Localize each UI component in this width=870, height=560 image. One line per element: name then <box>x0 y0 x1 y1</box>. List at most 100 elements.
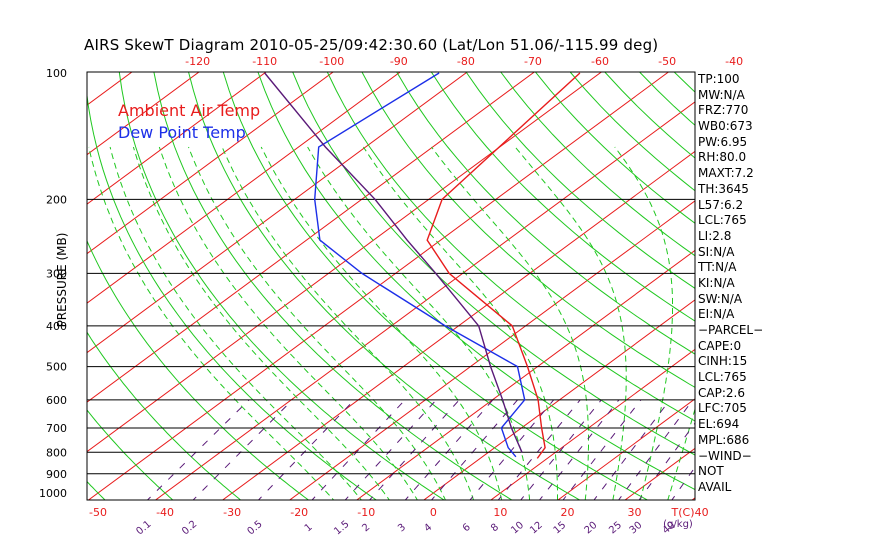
dry-adiabat-line <box>326 72 695 422</box>
dry-adiabat-line <box>292 72 695 456</box>
mixing-ratio-line <box>538 399 620 500</box>
mixing-ratio-tick-label: 20 <box>583 520 600 537</box>
top-temp-tick-labels: -120 -110 -100 -90 -80 -70 -60 -50 -40 <box>185 55 743 68</box>
mixing-ratio-tick-label: 25 <box>607 520 624 537</box>
dry-adiabat-line <box>430 72 695 322</box>
bottom-temp-tick-label: 30 <box>628 506 642 519</box>
moist-adiabat-line <box>221 146 475 500</box>
top-temp-tick-label: -50 <box>658 55 676 68</box>
data-series <box>264 72 581 459</box>
pressure-tick-label: 500 <box>46 361 67 374</box>
moist-adiabat-line <box>614 146 674 500</box>
mixing-ratio-tick-label: 2 <box>360 522 372 535</box>
sounding-index-item: SI:N/A <box>698 244 735 259</box>
chart-title: AIRS SkewT Diagram 2010-05-25/09:42:30.6… <box>84 36 659 54</box>
dry-adiabat-line <box>87 91 378 500</box>
isotherm-line <box>87 72 200 156</box>
mixing-ratio-line <box>562 399 642 500</box>
moist-adiabat-line <box>514 146 627 500</box>
top-temp-tick-label: -80 <box>457 55 475 68</box>
mixing-ratio-line <box>146 399 250 500</box>
bottom-temp-tick-label: 20 <box>560 506 574 519</box>
sounding-index-item: CAP:2.6 <box>698 385 745 400</box>
sounding-index-item: TH:3645 <box>698 181 749 196</box>
pressure-tick-label: 800 <box>46 446 67 459</box>
sounding-index-item: SW:N/A <box>698 291 743 306</box>
isotherm-line <box>288 200 695 500</box>
sounding-index-item: AVAIL <box>698 479 732 494</box>
mixing-ratio-line <box>368 399 460 500</box>
mixing-ratio-tick-labels: 0.1 0.2 0.5 1 1.5 2 3 4 6 8 10 12 15 20 25 30 40(g/kg) <box>134 519 693 538</box>
mixing-ratio-tick-label: 0.5 <box>245 519 264 538</box>
mixing-ratio-unit-label: (g/kg) <box>663 519 693 530</box>
mixing-ratio-line <box>404 399 494 500</box>
moist-adiabat-line <box>132 146 390 500</box>
dry-adiabat-line <box>222 72 649 500</box>
dewpoint-profile-line <box>313 72 526 458</box>
mixing-ratio-line <box>671 466 695 500</box>
mixing-ratio-line <box>497 399 581 500</box>
mixing-ratio-tick-label: 4 <box>422 522 434 535</box>
isotherm-line <box>87 72 536 403</box>
mixing-ratio-tick-label: 0.2 <box>180 519 199 538</box>
sounding-index-item: CAPE:0 <box>698 338 742 353</box>
sounding-index-item: WB0:673 <box>698 119 753 134</box>
isotherm-line <box>221 150 695 500</box>
bottom-temp-unit-label: T(C) <box>671 506 695 519</box>
dry-adiabat-line <box>87 409 174 500</box>
legend: Ambient Air Temp Dew Point Temp <box>118 100 260 144</box>
dry-adiabat-line <box>0 54 47 511</box>
sounding-index-item: FRZ:770 <box>698 103 749 118</box>
moist-adiabat-line <box>158 146 418 500</box>
pressure-tick-label: 200 <box>46 193 67 206</box>
grid-lines <box>0 54 695 511</box>
mixing-ratio-tick-label: 10 <box>509 520 526 537</box>
pressure-tick-label: 100 <box>46 67 67 80</box>
mixing-ratio-line <box>430 399 518 500</box>
dry-adiabat-line <box>257 72 695 491</box>
pressure-tick-label: 300 <box>46 267 67 280</box>
top-temp-tick-label: -100 <box>319 55 344 68</box>
isotherm-line <box>355 249 695 500</box>
sounding-index-item: EL:694 <box>698 417 740 432</box>
pressure-tick-label: 600 <box>46 394 67 407</box>
isotherm-line <box>87 72 334 255</box>
sounding-index-item: LI:2.8 <box>698 228 732 243</box>
dry-adiabat-line <box>396 72 695 355</box>
sounding-index-item: KI:N/A <box>698 275 735 290</box>
sounding-indices-panel: TP:100 MW:N/A FRZ:770 WB0:673 PW:6.95 RH:80.0… <box>698 72 868 496</box>
top-temp-tick-label: -110 <box>252 55 277 68</box>
bottom-temp-tick-label: 0 <box>430 506 437 519</box>
top-temp-tick-label: -60 <box>591 55 609 68</box>
y-axis-label: PRESSURE (MB) <box>55 232 69 328</box>
bottom-temp-tick-label: 10 <box>493 506 507 519</box>
sounding-index-item: NOT <box>698 464 724 479</box>
temperature-profile-line <box>426 72 581 459</box>
isobar-lines <box>87 198 695 475</box>
moist-adiabat-line <box>109 146 363 500</box>
bottom-temp-tick-label: -40 <box>156 506 174 519</box>
mixing-ratio-tick-label: 3 <box>396 522 408 535</box>
isotherm-line <box>0 54 22 511</box>
mixing-ratio-tick-label: 1.5 <box>332 519 351 538</box>
top-temp-tick-label: -120 <box>185 55 210 68</box>
pressure-tick-label: 400 <box>46 320 67 333</box>
dry-adiabat-line <box>188 72 581 500</box>
legend-item-dew-point: Dew Point Temp <box>118 123 246 142</box>
pressure-tick-label: 700 <box>46 422 67 435</box>
mixing-ratio-line <box>638 422 695 500</box>
mixing-ratio-line <box>344 399 437 500</box>
dry-adiabat-line <box>361 72 695 388</box>
mixing-ratio-line <box>520 399 602 500</box>
dry-adiabat-line <box>87 239 310 500</box>
plot-frame <box>86 71 696 501</box>
isotherm-line <box>87 72 267 205</box>
bottom-temp-tick-label: 40 <box>695 506 709 519</box>
sounding-index-item: LFC:705 <box>698 401 747 416</box>
sounding-index-item: MAXT:7.2 <box>698 166 754 181</box>
mixing-ratio-tick-label: 6 <box>461 522 473 535</box>
mixing-ratio-tick-label: 15 <box>552 520 569 537</box>
dry-adiabat-line <box>465 72 695 289</box>
